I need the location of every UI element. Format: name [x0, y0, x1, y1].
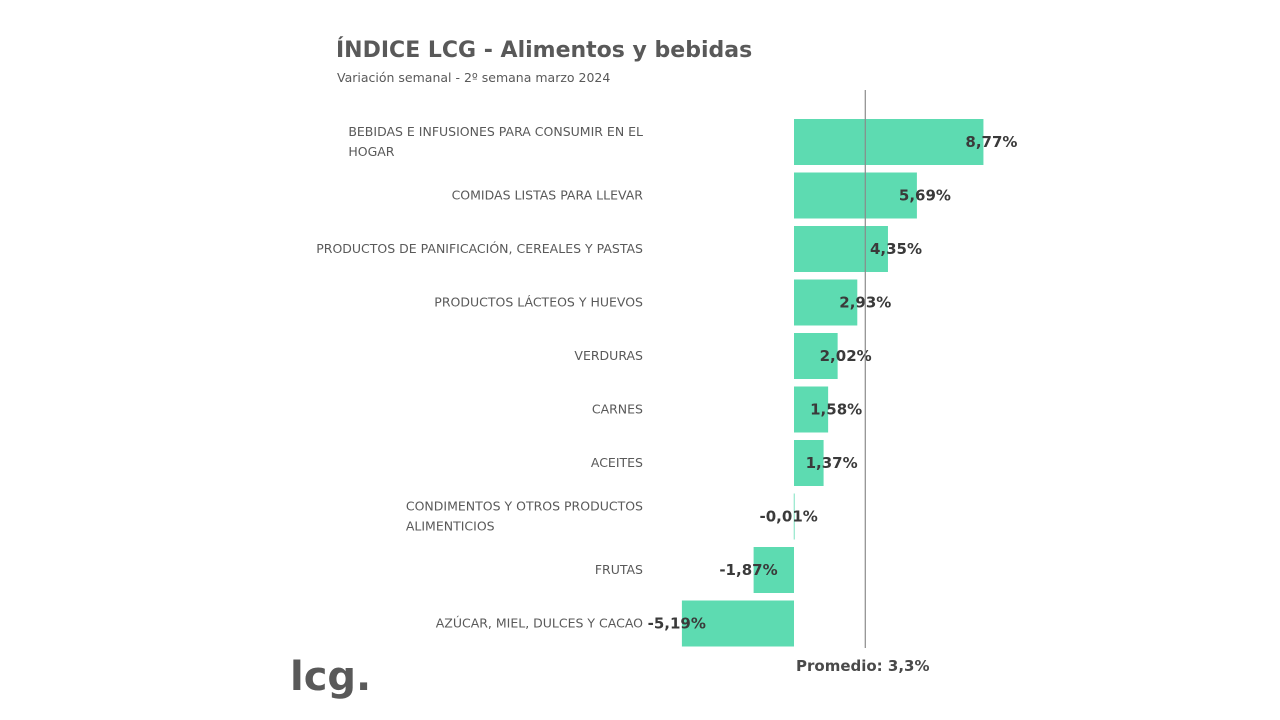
value-label-5: 1,58% — [810, 401, 862, 419]
category-label-6-line-0: ACEITES — [591, 455, 643, 470]
category-label-0-line-1: HOGAR — [348, 144, 394, 159]
category-label-5-line-0: CARNES — [592, 402, 643, 417]
bar-0 — [794, 119, 984, 165]
category-label-8-line-0: FRUTAS — [595, 562, 643, 577]
bar-7 — [793, 493, 795, 540]
category-label-5: CARNES — [592, 402, 643, 417]
category-label-4: VERDURAS — [574, 348, 643, 363]
category-label-7: CONDIMENTOS Y OTROS PRODUCTOS ALIMENTICIO… — [406, 499, 643, 534]
value-label-7: -0,01% — [760, 508, 818, 526]
category-label-3-line-0: PRODUCTOS LÁCTEOS Y HUEVOS — [434, 295, 643, 310]
bar-5 — [794, 386, 829, 433]
bar-2 — [794, 226, 888, 272]
bars-group: 8,77% BEBIDAS E INFUSIONES PARA CONSUMIR … — [316, 119, 1017, 647]
category-label-1: COMIDAS LISTAS PARA LLEVAR — [452, 188, 644, 203]
value-label-2: 4,35% — [870, 240, 922, 258]
category-label-0-line-0: BEBIDAS E INFUSIONES PARA CONSUMIR EN EL — [348, 124, 643, 139]
chart-subtitle: Variación semanal - 2º semana marzo 2024 — [337, 70, 610, 85]
lcg-logo: lcg. — [290, 654, 371, 700]
category-label-0: BEBIDAS E INFUSIONES PARA CONSUMIR EN EL… — [348, 124, 643, 159]
category-label-8: FRUTAS — [595, 562, 643, 577]
category-label-7-line-1: ALIMENTICIOS — [406, 519, 495, 534]
bar-9 — [681, 600, 794, 647]
category-label-2: PRODUCTOS DE PANIFICACIÓN, CEREALES Y PA… — [316, 241, 643, 256]
category-label-9: AZÚCAR, MIEL, DULCES Y CACAO — [436, 616, 643, 631]
value-label-6: 1,37% — [806, 454, 858, 472]
category-label-6: ACEITES — [591, 455, 643, 470]
average-label: Promedio: 3,3% — [796, 657, 930, 675]
chart-title: ÍNDICE LCG - Alimentos y bebidas — [336, 37, 752, 63]
bar-8 — [753, 547, 794, 593]
category-label-3: PRODUCTOS LÁCTEOS Y HUEVOS — [434, 295, 643, 310]
category-label-7-line-0: CONDIMENTOS Y OTROS PRODUCTOS — [406, 499, 643, 514]
value-label-0: 8,77% — [965, 133, 1017, 151]
bar-3 — [794, 279, 858, 326]
category-label-2-line-0: PRODUCTOS DE PANIFICACIÓN, CEREALES Y PA… — [316, 241, 643, 256]
category-label-9-line-0: AZÚCAR, MIEL, DULCES Y CACAO — [436, 616, 643, 631]
category-label-4-line-0: VERDURAS — [574, 348, 643, 363]
bar-4 — [794, 333, 838, 379]
value-label-4: 2,02% — [820, 347, 872, 365]
value-label-1: 5,69% — [899, 187, 951, 205]
value-label-8: -1,87% — [719, 561, 777, 579]
bar-1 — [794, 172, 917, 219]
category-label-1-line-0: COMIDAS LISTAS PARA LLEVAR — [452, 188, 644, 203]
bar-6 — [794, 440, 824, 486]
value-label-9: -5,19% — [648, 615, 706, 633]
